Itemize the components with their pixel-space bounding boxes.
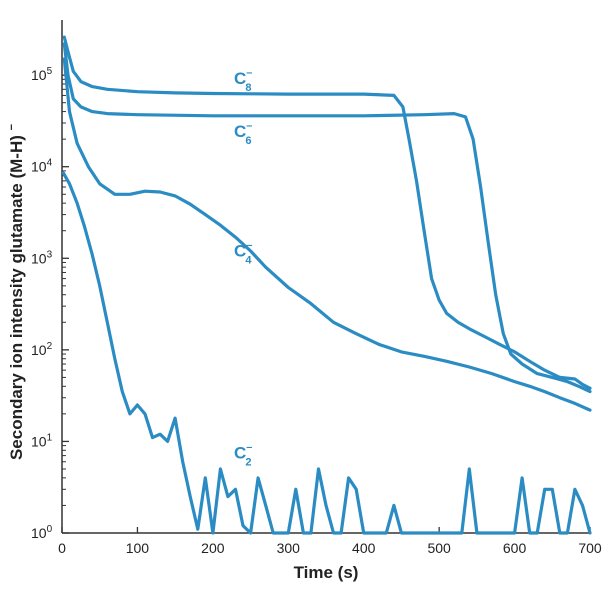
x-tick-label: 100 xyxy=(126,540,150,556)
x-tick-label: 200 xyxy=(201,540,225,556)
series-line-c8 xyxy=(62,35,592,390)
x-tick-label: 500 xyxy=(427,540,451,556)
series-line-c2 xyxy=(61,171,592,535)
gridless-plot-frame xyxy=(61,20,590,534)
x-tick-label: 600 xyxy=(503,540,527,556)
series-label-c2: C– 2 xyxy=(234,442,252,469)
x-axis-title: Time (s) xyxy=(294,563,359,582)
y-axis-title-group: Secondary ion intensity glutamate (M-H) … xyxy=(6,124,26,460)
series-label-c8: C– 8 xyxy=(234,67,252,94)
y-tick-label: 105 xyxy=(31,66,53,83)
y-axis-title: Secondary ion intensity glutamate (M-H) xyxy=(7,135,26,460)
x-tick-label: 700 xyxy=(578,540,602,556)
y-tick-label: 103 xyxy=(31,249,53,266)
y-tick-label: 102 xyxy=(31,341,53,358)
y-axis-title-superscript: − xyxy=(6,124,18,130)
y-tick-label: 104 xyxy=(31,158,53,175)
y-tick-label: 101 xyxy=(31,432,53,449)
x-tick-label: 400 xyxy=(352,540,376,556)
series-label-c4: C– 4 xyxy=(234,239,252,266)
series-label-c6: C– 6 xyxy=(234,120,252,147)
series-line-c4 xyxy=(62,57,592,412)
svg-text:Secondary ion intensity glutam: Secondary ion intensity glutamate (M-H) … xyxy=(6,124,26,460)
y-tick-label: 100 xyxy=(31,524,53,541)
series-line-c6 xyxy=(62,42,592,394)
axis-ticks: 0 100 200 300 400 500 600 700 100 101 102 103 104 105 xyxy=(31,66,602,556)
series-labels: C– 8 C– 6 C– 4 C– 2 xyxy=(234,67,252,469)
x-tick-label: 0 xyxy=(58,540,66,556)
series-lines xyxy=(61,35,592,535)
x-tick-label: 300 xyxy=(277,540,301,556)
